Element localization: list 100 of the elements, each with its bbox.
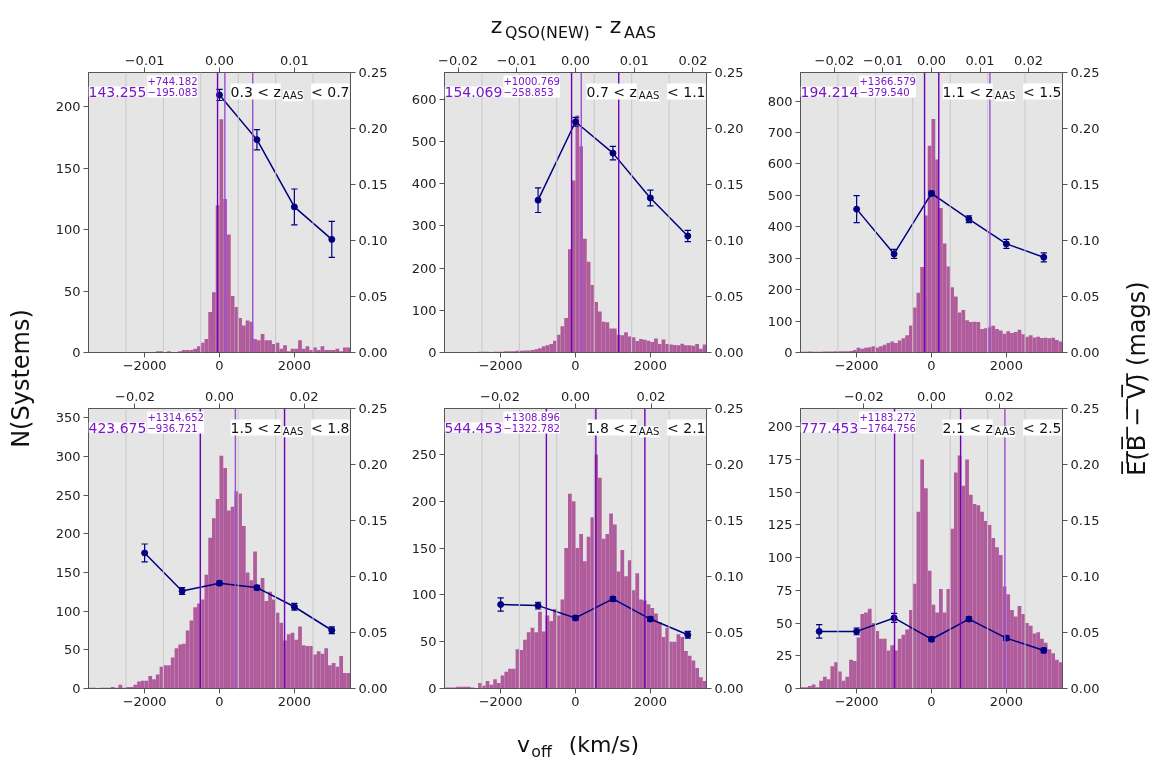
- y-tick-label: 100: [767, 313, 793, 329]
- x-tick-label: 0: [215, 693, 224, 709]
- x2-tick-label: 0.00: [205, 52, 234, 68]
- y2-tick-label: 0.20: [714, 457, 744, 472]
- y-tick-label: 50: [63, 283, 81, 299]
- x-tick-label: −2000: [122, 693, 167, 709]
- y-tick-label: 200: [767, 282, 793, 298]
- x2-tick-label: 0.02: [636, 388, 666, 404]
- x-tick-label: 2000: [277, 357, 311, 373]
- y-tick-label: 100: [55, 222, 81, 238]
- y2-tick-label: 0.10: [714, 233, 744, 248]
- x2-tick-label: 0.00: [561, 388, 590, 404]
- y-tick-label: 0: [72, 345, 81, 360]
- y2-tick-label: 0.05: [714, 289, 744, 304]
- x-tick-label: −2000: [478, 357, 523, 373]
- x-tick-label: 0: [571, 693, 580, 709]
- y-tick-label: 200: [55, 526, 81, 542]
- y-tick-label: 200: [411, 493, 437, 509]
- x2-tick-label: −0.01: [496, 52, 537, 68]
- x2-tick-label: 0.00: [205, 388, 234, 404]
- y-tick-label: 0: [784, 345, 793, 360]
- y2-tick-label: 0.05: [358, 625, 388, 640]
- x2-tick-label: 0.00: [917, 52, 946, 68]
- y-tick-label: 150: [55, 564, 81, 580]
- y2-tick-label: 0.25: [358, 401, 388, 416]
- y-tick-label: 100: [411, 302, 437, 318]
- y2-tick-label: 0.00: [1070, 345, 1100, 360]
- x-tick-label: 2000: [633, 693, 667, 709]
- y-tick-label: 150: [767, 484, 793, 500]
- y-tick-label: 25: [775, 648, 793, 664]
- x2-tick-label: 0.01: [619, 52, 649, 68]
- y-tick-label: 300: [411, 218, 437, 234]
- y2-tick-label: 0.10: [358, 569, 388, 584]
- y-tick-label: 75: [775, 582, 793, 598]
- y2-tick-label: 0.25: [1070, 65, 1100, 80]
- y2-tick-label: 0.15: [714, 177, 744, 192]
- y-tick-label: 175: [767, 452, 793, 468]
- x-tick-label: 2000: [989, 693, 1023, 709]
- x2-tick-label: −0.01: [863, 52, 903, 68]
- y2-tick-label: 0.10: [358, 233, 388, 248]
- y-tick-label: 0: [72, 681, 81, 696]
- y-tick-label: 150: [55, 160, 81, 176]
- y2-tick-label: 0.05: [358, 289, 388, 304]
- x2-tick-label: 0.02: [678, 52, 708, 68]
- y-tick-label: 250: [411, 446, 437, 462]
- y-tick-label: 50: [419, 634, 437, 650]
- y-tick-label: 500: [767, 187, 793, 203]
- x2-tick-label: 0.02: [984, 388, 1014, 404]
- y-tick-label: 300: [55, 448, 81, 464]
- y-tick-label: 0: [428, 345, 437, 360]
- y-tick-label: 600: [767, 156, 793, 172]
- y-tick-label: 150: [411, 540, 437, 556]
- y2-tick-label: 0.05: [1070, 289, 1100, 304]
- x-tick-label: −2000: [478, 693, 523, 709]
- y2-tick-label: 0.20: [358, 121, 388, 136]
- x-tick-label: 0: [215, 357, 224, 373]
- x2-tick-label: −0.02: [115, 388, 155, 404]
- y2-tick-label: 0.20: [1070, 457, 1100, 472]
- y-tick-label: 200: [411, 260, 437, 276]
- y2-tick-label: 0.15: [1070, 513, 1100, 528]
- y2-tick-label: 0.20: [358, 457, 388, 472]
- x-tick-label: 2000: [989, 357, 1023, 373]
- x2-tick-label: 0.00: [917, 388, 946, 404]
- x2-tick-label: 0.01: [279, 52, 309, 68]
- y-tick-label: 250: [55, 487, 81, 503]
- x2-tick-label: −0.02: [843, 388, 884, 404]
- y2-tick-label: 0.00: [1070, 681, 1100, 696]
- x-tick-label: 0: [571, 357, 580, 373]
- y-tick-label: 50: [63, 642, 81, 658]
- y2-tick-label: 0.15: [358, 177, 388, 192]
- y-tick-label: 400: [767, 219, 793, 235]
- y-tick-label: 200: [767, 419, 793, 435]
- x2-tick-label: −0.02: [814, 52, 855, 68]
- y2-tick-label: 0.15: [358, 513, 388, 528]
- y-tick-label: 800: [767, 93, 793, 109]
- x2-tick-label: 0.01: [965, 52, 995, 68]
- x-tick-label: 0: [927, 693, 936, 709]
- y2-tick-label: 0.05: [1070, 625, 1100, 640]
- x-tick-label: 2000: [633, 357, 667, 373]
- y-tick-label: 100: [55, 603, 81, 619]
- y2-tick-label: 0.00: [714, 681, 744, 696]
- x-tick-label: −2000: [834, 693, 879, 709]
- y-tick-label: 350: [55, 410, 81, 426]
- x2-tick-label: 0.02: [1014, 52, 1044, 68]
- y-tick-label: 200: [55, 99, 81, 115]
- y-tick-label: 0: [428, 681, 437, 696]
- y2-tick-label: 0.15: [714, 513, 744, 528]
- y-tick-label: 100: [411, 587, 437, 603]
- x2-tick-label: −0.02: [480, 388, 520, 404]
- x2-tick-label: −0.01: [124, 52, 165, 68]
- y-tick-label: 700: [767, 125, 793, 141]
- y2-tick-label: 0.00: [358, 345, 388, 360]
- y2-tick-label: 0.25: [358, 65, 388, 80]
- y2-tick-label: 0.25: [714, 401, 744, 416]
- y2-tick-label: 0.25: [714, 65, 744, 80]
- y2-tick-label: 0.10: [1070, 569, 1100, 584]
- x2-tick-label: 0.00: [561, 52, 590, 68]
- y2-tick-label: 0.25: [1070, 401, 1100, 416]
- y-tick-label: 300: [767, 250, 793, 266]
- y-tick-label: 400: [411, 176, 437, 192]
